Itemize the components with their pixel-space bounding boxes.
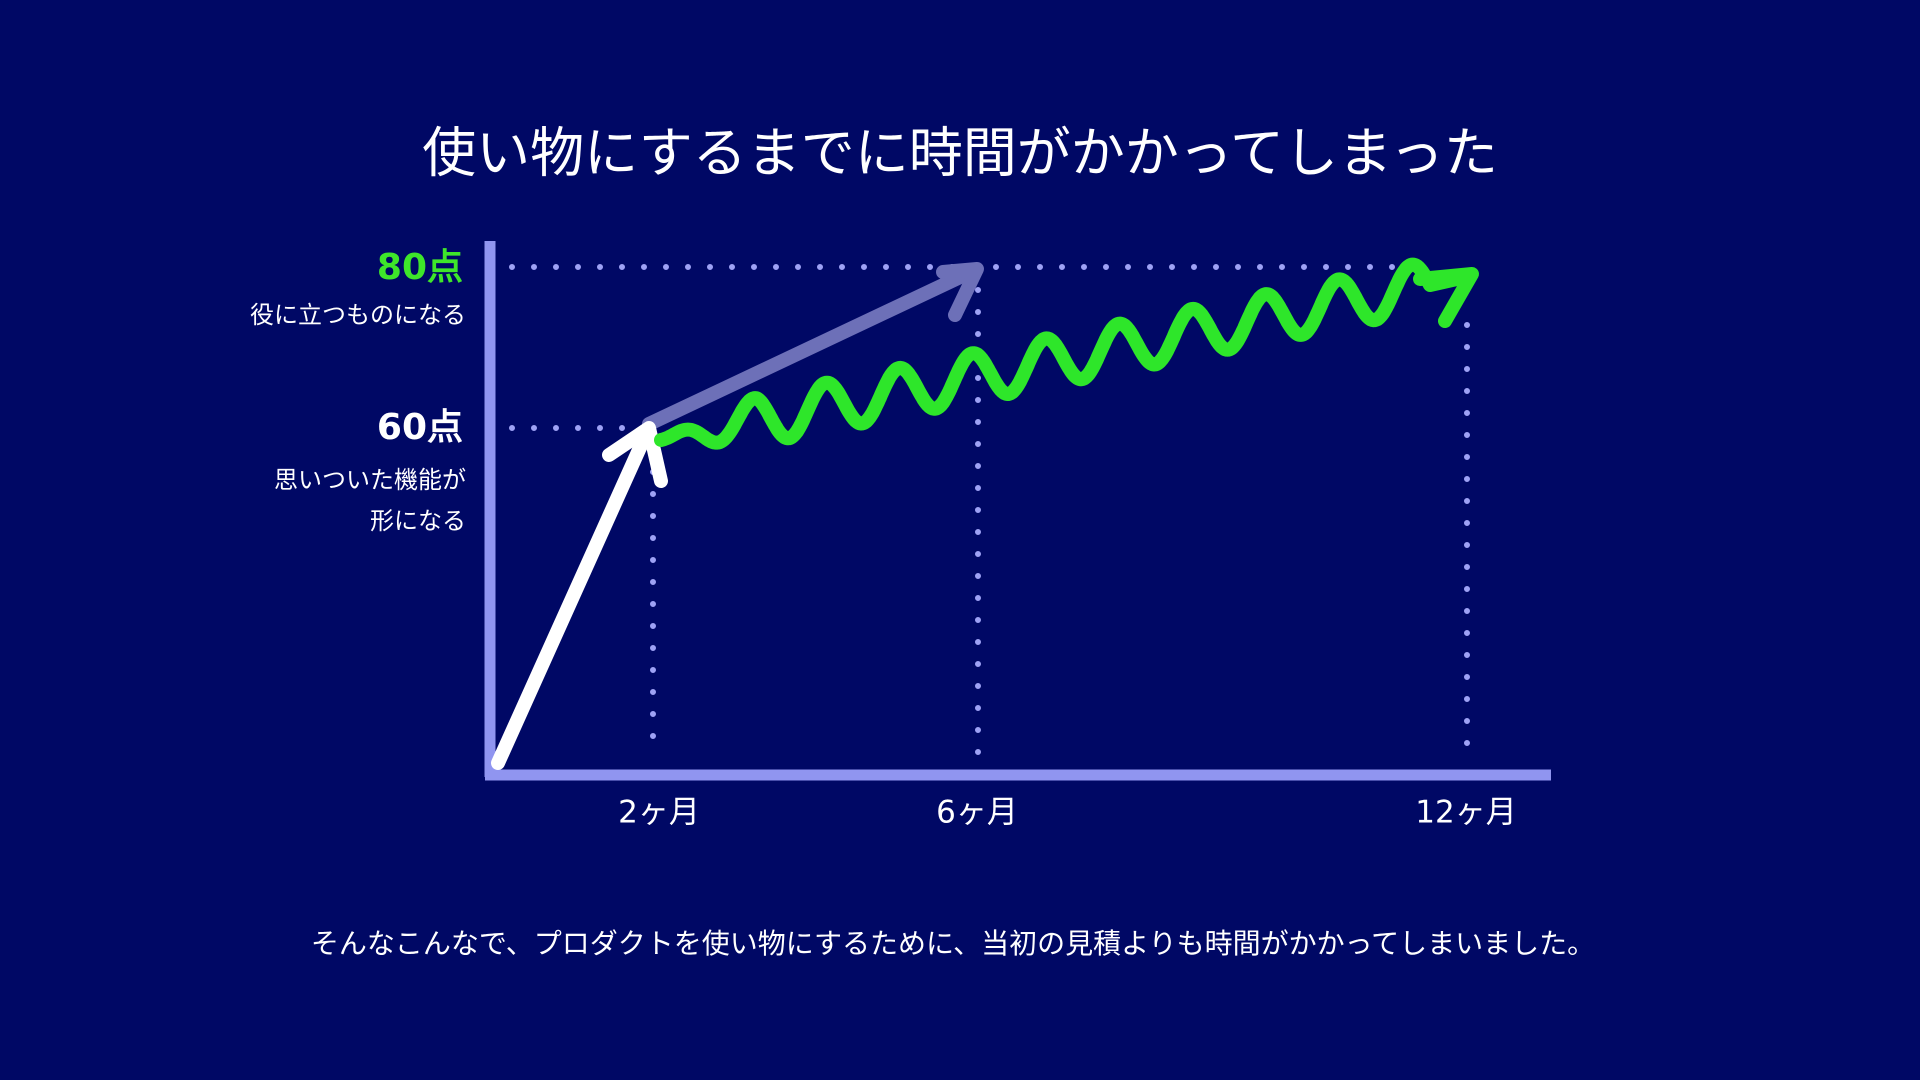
x-label: 12ヶ月 (1415, 795, 1516, 831)
initial-arrow (491, 421, 668, 770)
footer: そんなこんなで、プロダクトを使い物にするために、当初の見積よりも時間がかかってし… (311, 927, 1595, 960)
x-label: 6ヶ月 (936, 795, 1018, 831)
caption-60: 思いついた機能が (274, 466, 466, 494)
score-80: 80点 (377, 247, 463, 288)
x-label: 2ヶ月 (618, 795, 700, 831)
score-60: 60点 (377, 407, 463, 448)
title: 使い物にするまでに時間がかかってしまった (422, 122, 1498, 185)
actual-arrow (654, 257, 1479, 450)
caption-60: 形になる (370, 507, 466, 535)
caption-80: 役に立つものになる (250, 301, 466, 329)
planned-arrow (642, 262, 984, 431)
